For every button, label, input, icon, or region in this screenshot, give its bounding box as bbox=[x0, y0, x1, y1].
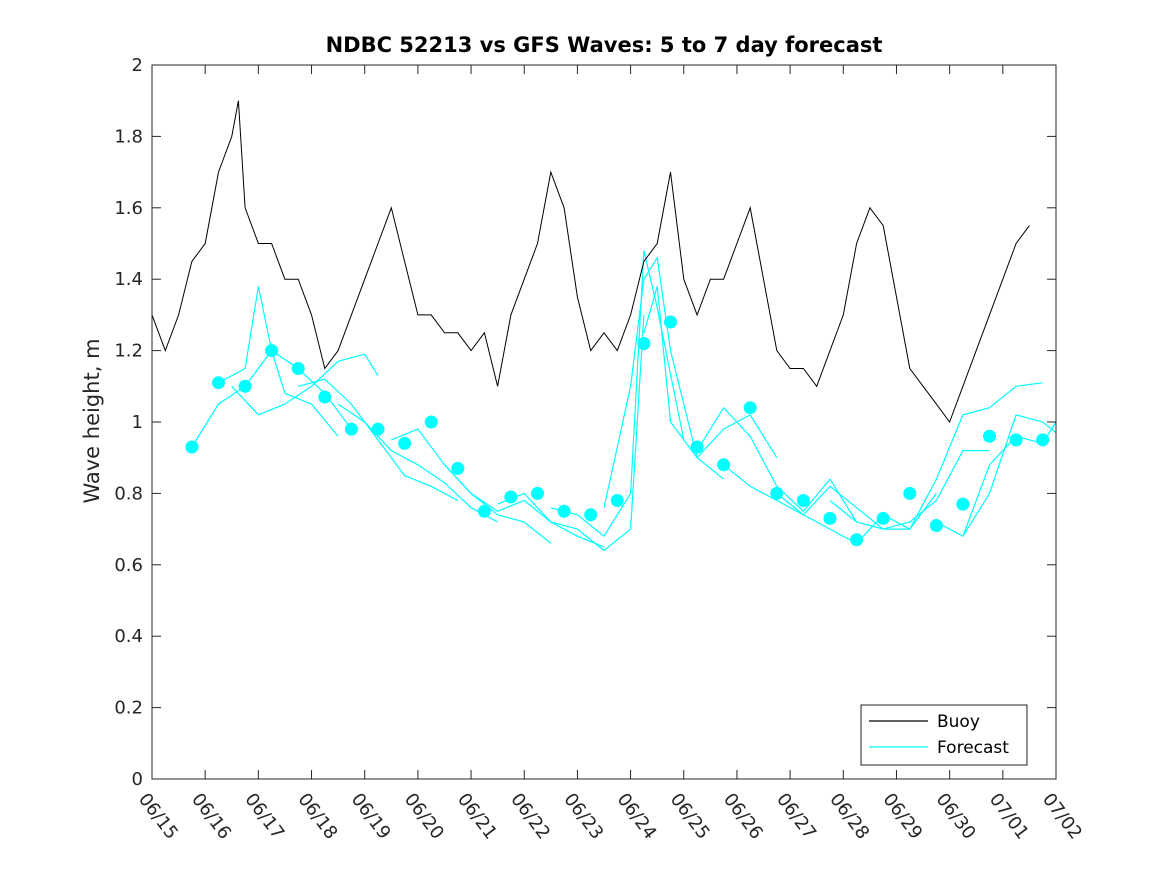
y-axis-label: Wave height, m bbox=[80, 338, 104, 503]
y-tick-label: 1.6 bbox=[114, 198, 143, 219]
forecast-point bbox=[238, 379, 252, 393]
forecast-trace-line bbox=[231, 353, 379, 416]
forecast-point bbox=[1009, 433, 1023, 447]
buoy-series-line bbox=[151, 100, 1030, 424]
y-tick-label: 1.4 bbox=[114, 269, 143, 290]
forecast-trace-line bbox=[936, 414, 1057, 537]
y-tick-label: 0.2 bbox=[114, 698, 143, 719]
y-tick-label: 0.8 bbox=[114, 483, 143, 504]
legend-entry-label: Buoy bbox=[937, 712, 980, 732]
legend: Buoy Forecast bbox=[860, 704, 1028, 766]
forecast-point bbox=[451, 461, 465, 475]
forecast-point bbox=[398, 436, 412, 450]
forecast-point bbox=[743, 401, 757, 415]
y-tick-label: 0 bbox=[132, 769, 143, 790]
forecast-point bbox=[477, 504, 491, 518]
y-tick-label: 1 bbox=[132, 412, 143, 433]
forecast-point bbox=[637, 337, 651, 350]
forecast-point bbox=[850, 533, 864, 547]
forecast-point bbox=[371, 422, 385, 436]
forecast-trace-line bbox=[696, 406, 858, 523]
forecast-point bbox=[929, 519, 943, 532]
y-tick-label: 0.6 bbox=[114, 555, 143, 576]
forecast-point bbox=[185, 440, 199, 454]
forecast-point bbox=[823, 511, 837, 525]
forecast-point bbox=[344, 422, 358, 436]
forecast-trace-line bbox=[444, 464, 605, 548]
legend-entry-label: Forecast bbox=[937, 738, 1009, 758]
forecast-point bbox=[212, 376, 225, 390]
forecast-trace-line bbox=[337, 403, 498, 523]
forecast-point bbox=[504, 490, 518, 504]
plot-area bbox=[151, 100, 1057, 552]
forecast-point bbox=[956, 497, 970, 511]
forecast-point bbox=[876, 511, 890, 525]
forecast-point bbox=[610, 494, 624, 507]
forecast-point bbox=[690, 440, 704, 454]
y-tick-label: 0.4 bbox=[114, 626, 143, 647]
forecast-trace-line bbox=[298, 378, 459, 502]
y-tick-label: 1.2 bbox=[114, 341, 143, 362]
forecast-point bbox=[903, 486, 917, 500]
forecast-trace-line bbox=[883, 382, 1043, 530]
forecast-point bbox=[557, 504, 571, 518]
forecast-point bbox=[983, 429, 996, 443]
forecast-trace-line bbox=[550, 250, 685, 538]
forecast-point bbox=[291, 362, 305, 375]
forecast-point bbox=[1036, 433, 1050, 447]
forecast-trace-line bbox=[497, 314, 645, 552]
chart-title: NDBC 52213 vs GFS Waves: 5 to 7 day fore… bbox=[326, 33, 883, 57]
forecast-point bbox=[664, 315, 677, 329]
forecast-trace-line bbox=[643, 286, 778, 459]
legend-box bbox=[860, 704, 1028, 766]
y-tick-label: 2 bbox=[132, 55, 143, 76]
forecast-point bbox=[770, 486, 784, 500]
forecast-trace-line bbox=[829, 450, 990, 530]
forecast-point bbox=[318, 390, 332, 404]
y-tick-label: 1.8 bbox=[114, 126, 143, 147]
forecast-point bbox=[717, 458, 731, 472]
forecast-point bbox=[265, 344, 279, 358]
forecast-point bbox=[796, 494, 810, 507]
forecast-point bbox=[584, 508, 598, 522]
forecast-point bbox=[424, 415, 438, 429]
forecast-point bbox=[531, 486, 544, 500]
